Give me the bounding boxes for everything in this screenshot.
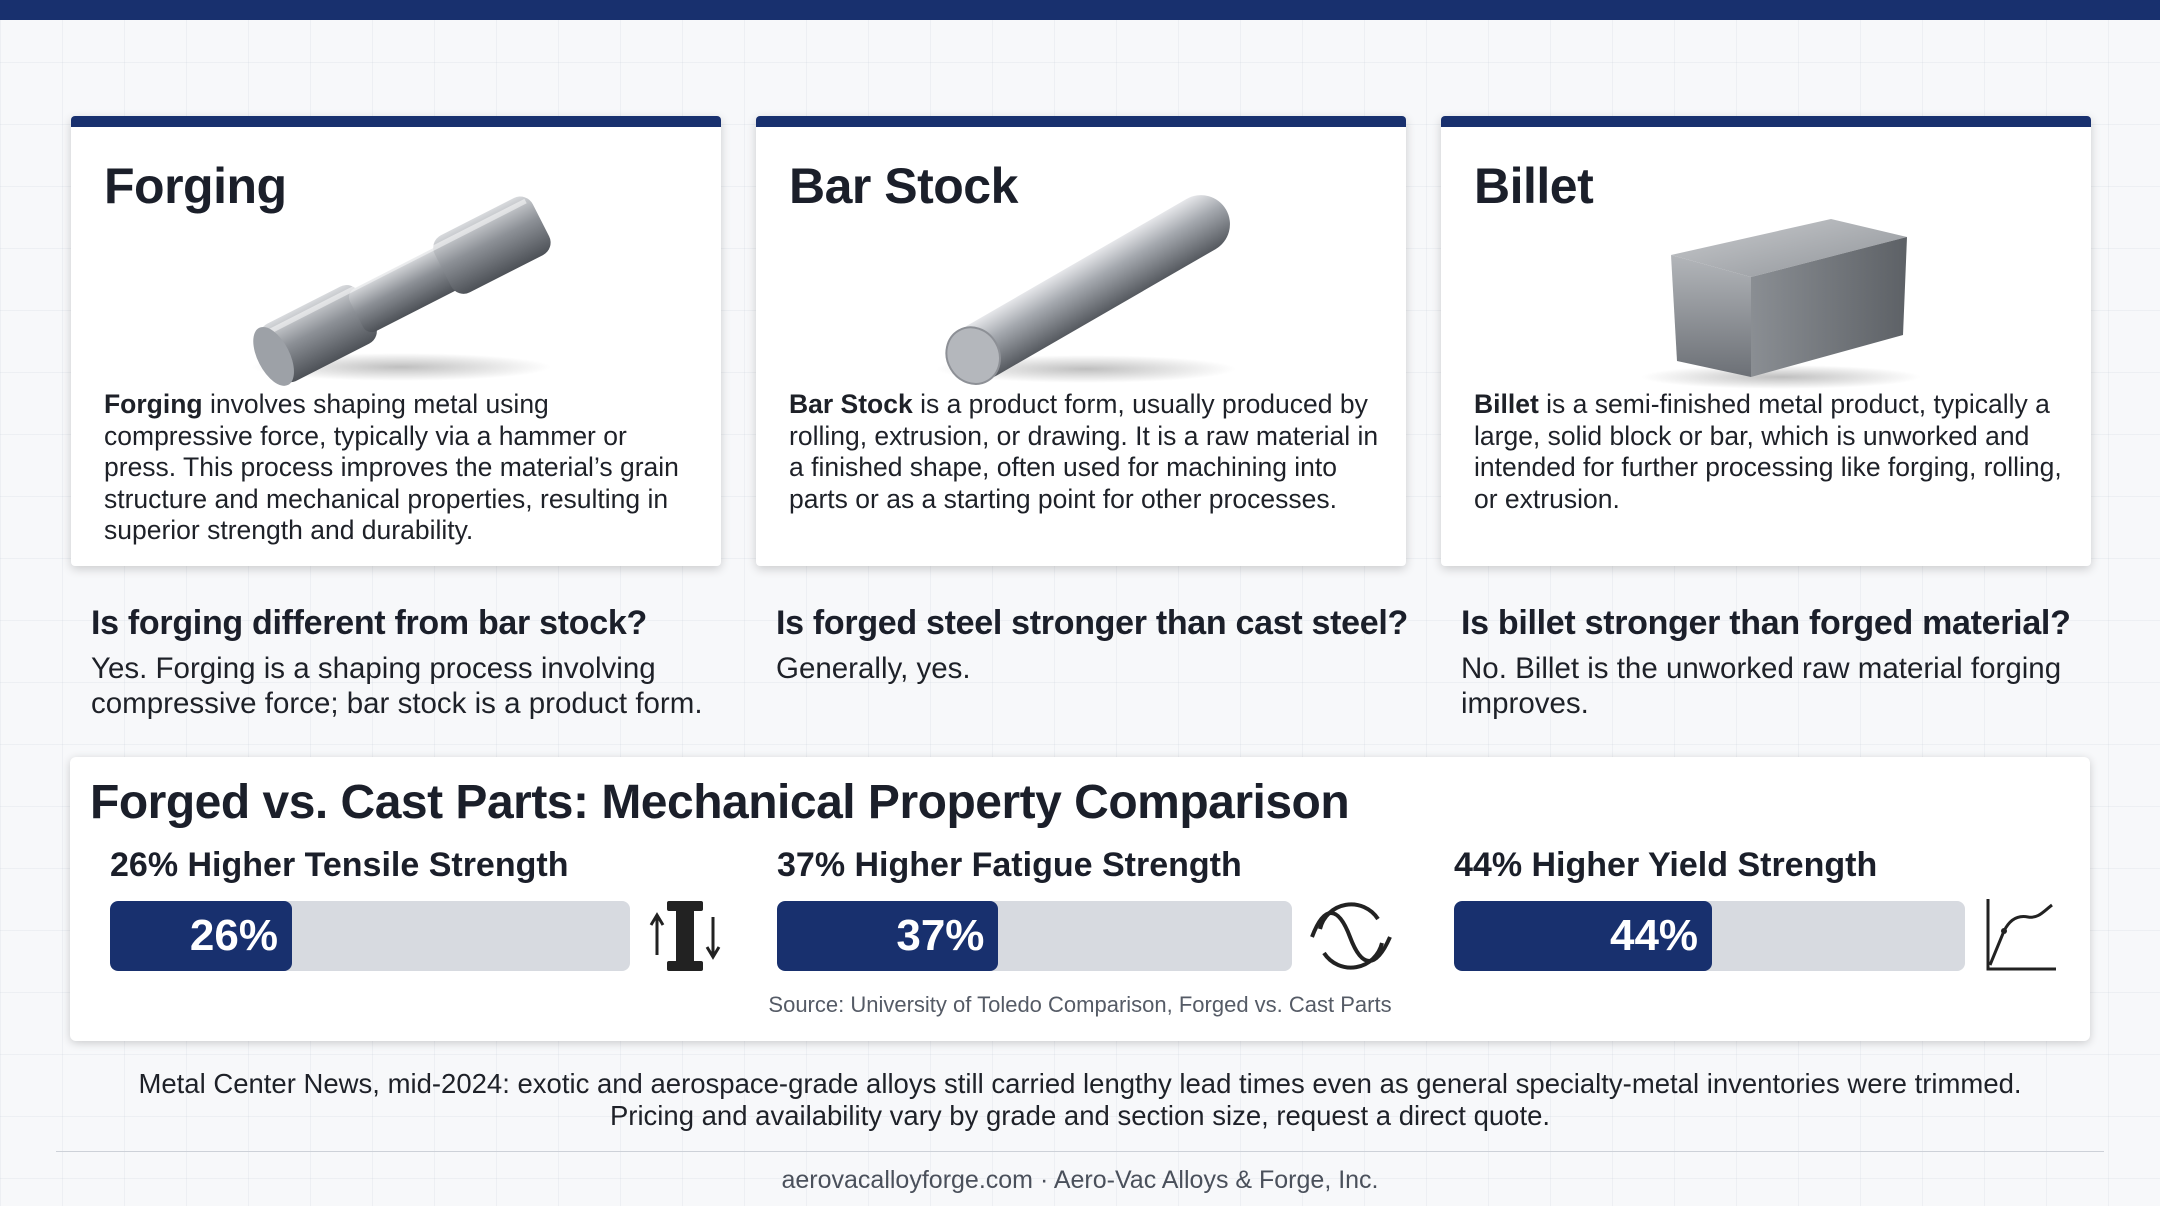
metric-label-yield: 44% Higher Yield Strength — [1454, 846, 1878, 884]
card-title: Forging — [104, 158, 287, 214]
faq-answer: Yes. Forging is a shaping process involv… — [91, 652, 703, 720]
progress-fill-tensile: 26% — [110, 901, 292, 971]
progress-fill-fatigue: 37% — [777, 901, 999, 971]
progress-value: 26% — [189, 911, 278, 960]
faq-answer: Generally, yes. — [776, 652, 971, 685]
faq-answer: No. Billet is the unworked raw material … — [1461, 652, 2062, 720]
card-title: Bar Stock — [789, 158, 1018, 214]
card-bar-stock: Bar Stock Bar Stock is a product form, u… — [756, 116, 1406, 566]
card-description: Bar Stock is a product form, usually pro… — [789, 389, 1389, 515]
faq-billet-vs-forged: Is billet stronger than forged material?… — [1461, 604, 2121, 721]
footer-text: aerovacalloyforge.com · Aero-Vac Alloys … — [781, 1166, 1379, 1194]
card-text: is a semi-finished metal product, typica… — [1474, 389, 2062, 514]
card-term: Forging — [104, 389, 203, 419]
card-term: Billet — [1474, 389, 1539, 419]
progress-track-tensile: 26% — [110, 901, 630, 971]
card-title: Billet — [1474, 158, 1594, 214]
card-description: Forging involves shaping metal using com… — [104, 389, 704, 547]
faq-question: Is forged steel stronger than cast steel… — [776, 604, 1408, 642]
progress-track-yield: 44% — [1454, 901, 1965, 971]
fatigue-wave-icon — [1310, 902, 1392, 970]
card-billet: Billet Billet is a semi-finished m — [1441, 116, 2091, 566]
faq-question: Is forging different from bar stock? — [91, 604, 647, 642]
faq-forged-vs-cast: Is forged steel stronger than cast steel… — [776, 604, 1436, 686]
comparison-panel: Forged vs. Cast Parts: Mechanical Proper… — [70, 757, 2090, 1041]
stress-strain-curve-icon — [1986, 899, 2056, 971]
market-note: Metal Center News, mid-2024: exotic and … — [0, 1068, 2160, 1132]
faq-forging-vs-bar-stock: Is forging different from bar stock? Yes… — [91, 604, 751, 721]
footer-divider — [56, 1151, 2104, 1152]
market-note-line: Metal Center News, mid-2024: exotic and … — [138, 1068, 2022, 1099]
card-term: Bar Stock — [789, 389, 913, 419]
market-note-line: Pricing and availability vary by grade a… — [609, 1100, 1551, 1131]
card-text: involves shaping metal using compressive… — [104, 389, 679, 545]
round-bar-image — [936, 195, 1236, 385]
card-text: is a product form, usually produced by r… — [789, 389, 1379, 514]
comparison-title: Forged vs. Cast Parts: Mechanical Proper… — [90, 776, 1350, 829]
progress-track-fatigue: 37% — [777, 901, 1292, 971]
faq-question: Is billet stronger than forged material? — [1461, 604, 2071, 642]
source-citation: Source: University of Toledo Comparison,… — [768, 992, 1392, 1017]
card-forging: Forging Forging involves shaping metal u… — [71, 116, 721, 566]
billet-block-image — [1641, 219, 1921, 389]
forged-bar-image — [251, 196, 551, 386]
tensile-icon — [649, 901, 721, 971]
top-accent-bar — [0, 0, 2160, 20]
metric-label-fatigue: 37% Higher Fatigue Strength — [777, 846, 1242, 884]
progress-value: 37% — [896, 911, 985, 960]
progress-value: 44% — [1609, 911, 1699, 960]
card-description: Billet is a semi-finished metal product,… — [1474, 389, 2074, 515]
metric-label-tensile: 26% Higher Tensile Strength — [110, 846, 569, 884]
progress-fill-yield: 44% — [1454, 901, 1713, 971]
